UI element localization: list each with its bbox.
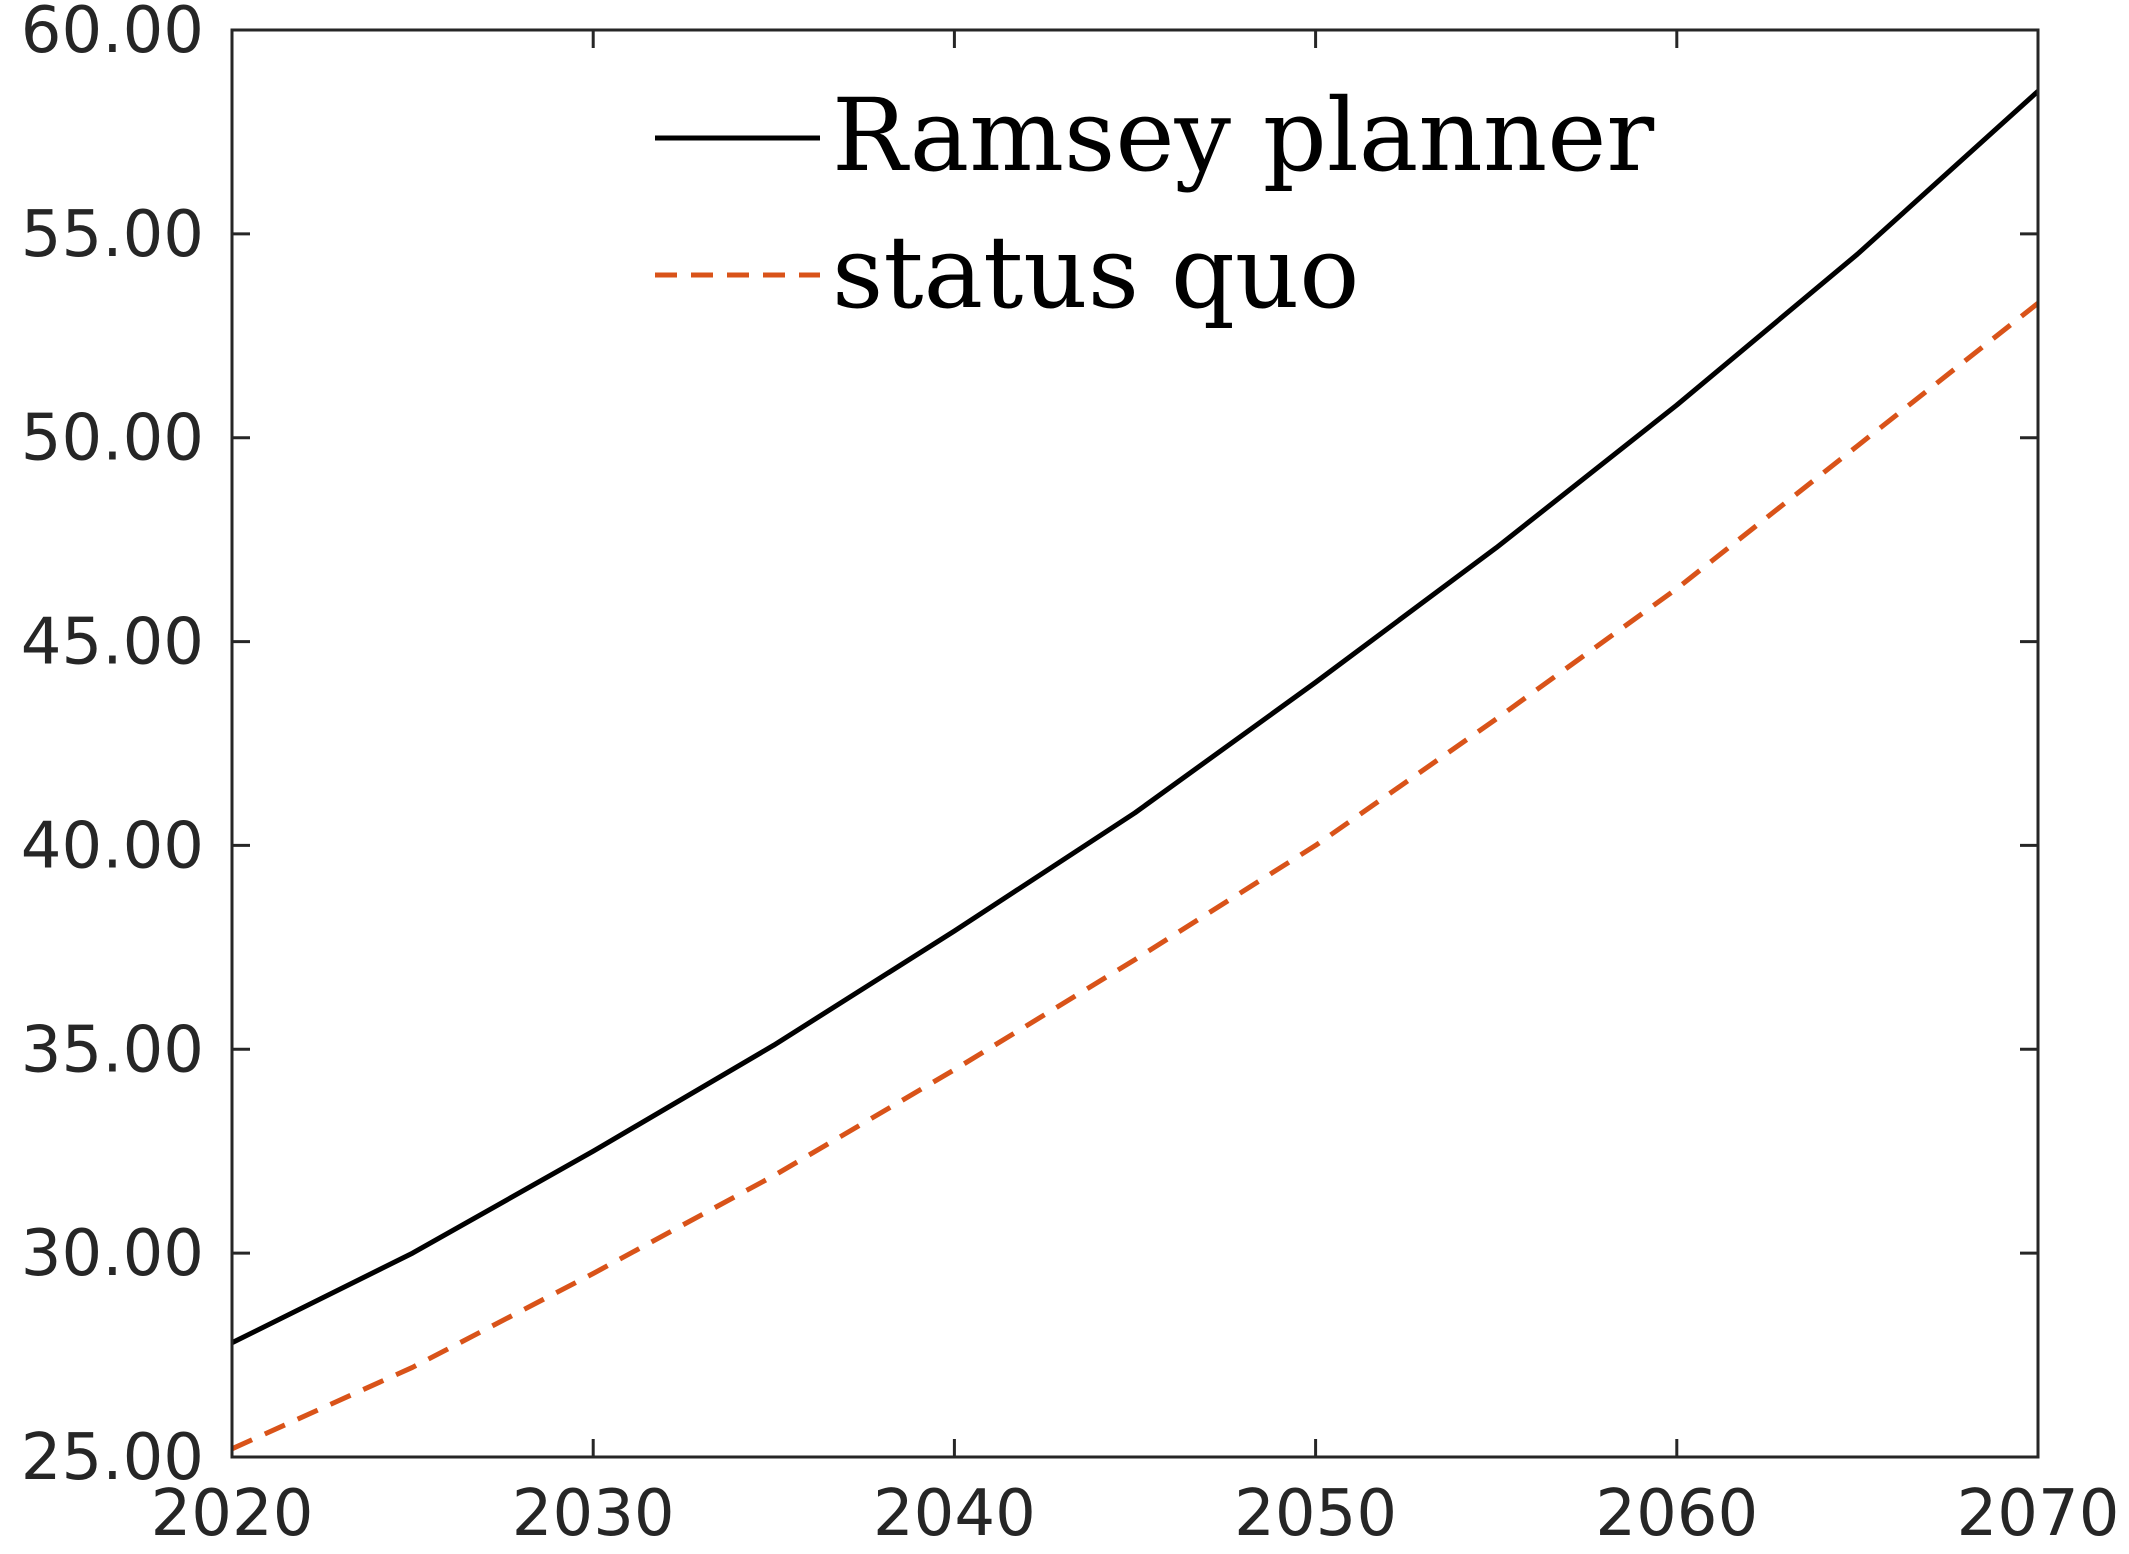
x-tick-label: 2070 xyxy=(1957,1477,2120,1551)
x-tick-label: 2060 xyxy=(1595,1477,1758,1551)
y-tick-label: 60.00 xyxy=(21,0,204,68)
y-tick-label: 35.00 xyxy=(21,1013,204,1087)
x-tick-label: 2030 xyxy=(512,1477,675,1551)
x-tick-label: 2020 xyxy=(151,1477,314,1551)
series-lines xyxy=(230,89,2040,1452)
y-tick-label: 30.00 xyxy=(21,1217,204,1291)
series-line-status-quo xyxy=(230,301,2040,1452)
y-tick-label: 55.00 xyxy=(21,198,204,272)
legend-label: Ramsey planner xyxy=(832,77,1654,194)
y-tick-label: 45.00 xyxy=(21,606,204,680)
x-tick-label: 2050 xyxy=(1234,1477,1397,1551)
axis-tick-labels: 2020 2030 2040 2050 2060 2070 25.00 30.00 35.00 4… xyxy=(21,0,2120,1551)
legend-label: status quo xyxy=(832,214,1359,331)
legend: Ramsey planner status quo xyxy=(655,77,1654,331)
plot-background xyxy=(232,30,2038,1457)
plot-frame xyxy=(230,28,2040,1459)
y-tick-label: 25.00 xyxy=(21,1421,204,1495)
series-line-ramsey-planner xyxy=(230,89,2040,1346)
y-tick-label: 50.00 xyxy=(21,402,204,476)
y-tick-label: 40.00 xyxy=(21,809,204,883)
x-tick-label: 2040 xyxy=(873,1477,1036,1551)
